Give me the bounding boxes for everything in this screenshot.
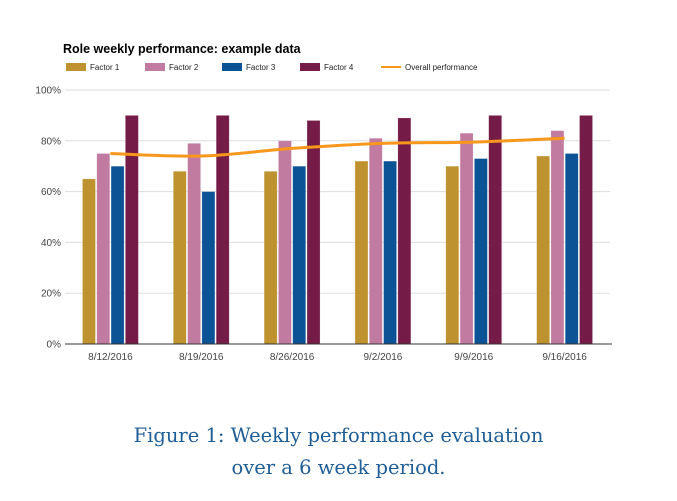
bar-factor-1: [173, 170, 187, 345]
bar-factor-4: [397, 117, 412, 345]
x-tick-label: 9/9/2016: [454, 352, 493, 363]
gridlines: [65, 89, 610, 294]
x-tick-label: 8/12/2016: [88, 352, 133, 363]
bar-factor-4: [579, 115, 593, 345]
bar-factor-4: [215, 115, 230, 345]
line-overall-performance: [110, 136, 565, 158]
bar-factor-4: [488, 115, 503, 345]
bar-factor-1: [263, 170, 278, 345]
bar-factor-1: [445, 165, 460, 345]
bar-factor-3: [110, 165, 125, 345]
legend: Factor 1 Factor 2 Factor 3 Factor 4 Overall …: [66, 63, 478, 72]
y-tick-label: 0%: [47, 340, 62, 351]
legend-label-factor-4: Factor 4: [324, 63, 354, 72]
y-tick-label: 60%: [41, 187, 61, 198]
legend-label-overall-performance: Overall performance: [405, 63, 478, 72]
bar-factor-2: [459, 132, 474, 345]
legend-label-factor-1: Factor 1: [90, 63, 120, 72]
legend-swatch-factor-4: [300, 63, 320, 71]
bar-factor-4: [306, 120, 321, 345]
bar-factor-2: [278, 140, 292, 345]
bar-factor-3: [201, 191, 216, 345]
bar-factor-1: [354, 160, 369, 345]
bar-factor-4: [125, 115, 139, 345]
overall-line: [110, 136, 565, 158]
bar-factor-1: [536, 155, 550, 345]
bar-factor-3: [292, 165, 307, 345]
caption-line-2: over a 6 week period.: [231, 456, 446, 479]
legend-label-factor-3: Factor 3: [246, 63, 276, 72]
bar-factor-2: [550, 130, 565, 345]
legend-swatch-factor-1: [66, 63, 86, 71]
bar-factor-2: [187, 143, 201, 345]
x-tick-label: 8/19/2016: [179, 352, 224, 363]
chart-title: Role weekly performance: example data: [63, 42, 302, 56]
y-tick-label: 80%: [41, 136, 61, 147]
x-tick-label: 8/26/2016: [270, 352, 315, 363]
bar-factor-2: [368, 137, 383, 345]
y-tick-label: 40%: [41, 238, 61, 249]
bar-factor-3: [383, 160, 397, 345]
y-tick-label: 100%: [35, 86, 61, 97]
bar-factor-1: [82, 178, 96, 345]
bar-factor-3: [474, 158, 488, 345]
y-tick-label: 20%: [41, 289, 61, 300]
legend-swatch-factor-3: [222, 63, 242, 71]
bar-factor-3: [564, 153, 579, 345]
legend-swatch-factor-2: [145, 63, 165, 71]
x-tick-label: 9/16/2016: [542, 352, 587, 363]
chart: Role weekly performance: example data Fa…: [35, 42, 612, 363]
bar-factor-2: [96, 153, 111, 345]
bars: [82, 115, 593, 345]
figure-caption: Figure 1: Weekly performance evaluation …: [0, 420, 677, 484]
x-axis-ticks: 8/12/2016 8/19/2016 8/26/2016 9/2/2016 9/9/2…: [88, 352, 587, 363]
y-axis-ticks: 0% 20% 40% 60% 80% 100%: [35, 86, 61, 351]
caption-line-1: Figure 1: Weekly performance evaluation: [133, 424, 544, 447]
x-tick-label: 9/2/2016: [363, 352, 402, 363]
legend-label-factor-2: Factor 2: [169, 63, 199, 72]
